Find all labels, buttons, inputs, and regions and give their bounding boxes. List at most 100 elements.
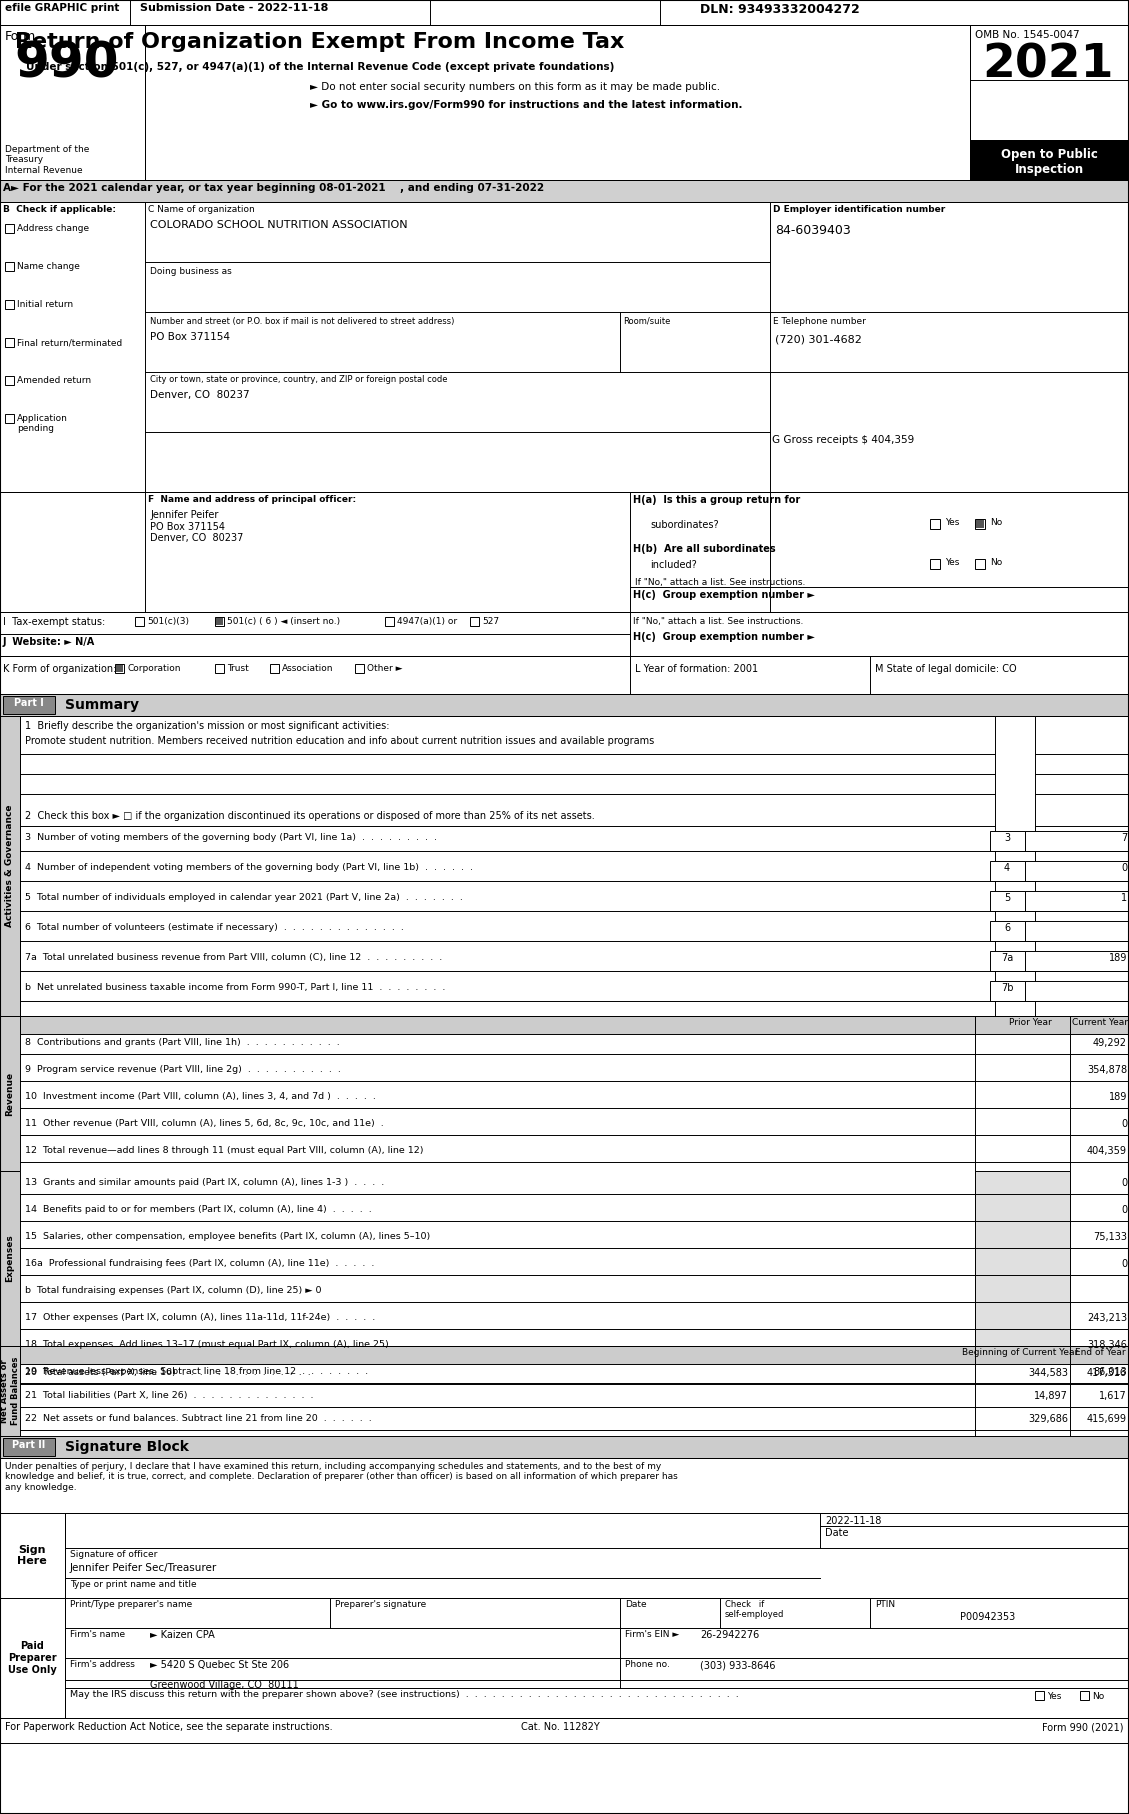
Text: 1: 1 (1121, 892, 1127, 903)
Text: Name change: Name change (17, 261, 80, 270)
Bar (5, 261, 14, 270)
Text: If "No," attach a list. See instructions.: If "No," attach a list. See instructions… (633, 617, 804, 626)
Text: B  Check if applicable:: B Check if applicable: (3, 205, 116, 214)
Text: 0: 0 (1121, 1119, 1127, 1128)
Text: 527: 527 (482, 617, 499, 626)
Text: Room/suite: Room/suite (623, 317, 671, 327)
Bar (990, 891, 1025, 911)
Text: 12  Total revenue—add lines 8 through 11 (must equal Part VIII, column (A), line: 12 Total revenue—add lines 8 through 11 … (25, 1146, 423, 1156)
Text: Phone no.: Phone no. (625, 1660, 669, 1669)
Bar (5, 223, 14, 232)
Text: 318,346: 318,346 (1087, 1341, 1127, 1350)
Text: Prior Year: Prior Year (1008, 1018, 1051, 1027)
Bar (470, 617, 479, 626)
Text: Type or print name and title: Type or print name and title (70, 1580, 196, 1589)
Bar (0, 25, 1129, 180)
Text: For Paperwork Reduction Act Notice, see the separate instructions.: For Paperwork Reduction Act Notice, see … (5, 1721, 333, 1732)
Text: Form: Form (5, 31, 36, 44)
Text: Paid
Preparer
Use Only: Paid Preparer Use Only (8, 1642, 56, 1674)
Text: 11  Other revenue (Part VIII, column (A), lines 5, 6d, 8c, 9c, 10c, and 11e)  .: 11 Other revenue (Part VIII, column (A),… (25, 1119, 384, 1128)
Bar (995, 717, 1035, 1016)
Text: 8  Contributions and grants (Part VIII, line 1h)  .  .  .  .  .  .  .  .  .  .  : 8 Contributions and grants (Part VIII, l… (25, 1038, 340, 1047)
Bar (3, 1439, 55, 1457)
Bar (0, 611, 1129, 657)
Bar (20, 1016, 1129, 1034)
Text: If "No," attach a list. See instructions.: If "No," attach a list. See instructions… (634, 579, 805, 588)
Bar (5, 414, 14, 423)
Text: 15  Salaries, other compensation, employee benefits (Part IX, column (A), lines : 15 Salaries, other compensation, employe… (25, 1232, 430, 1241)
Text: 13  Grants and similar amounts paid (Part IX, column (A), lines 1-3 )  .  .  .  : 13 Grants and similar amounts paid (Part… (25, 1177, 384, 1186)
Text: 0: 0 (1121, 1259, 1127, 1270)
Bar (385, 617, 394, 626)
Text: Submission Date - 2022-11-18: Submission Date - 2022-11-18 (140, 4, 329, 13)
Bar (975, 559, 984, 570)
Text: H(c)  Group exemption number ►: H(c) Group exemption number ► (633, 631, 815, 642)
Text: Preparer's signature: Preparer's signature (335, 1600, 427, 1609)
Bar (0, 1346, 20, 1437)
Text: 189: 189 (1109, 1092, 1127, 1101)
Text: Trust: Trust (227, 664, 248, 673)
Bar (970, 25, 1129, 180)
Bar (20, 717, 1129, 1016)
Text: 329,686: 329,686 (1029, 1413, 1068, 1424)
Bar (216, 617, 224, 624)
Text: Part II: Part II (12, 1440, 45, 1449)
Text: A► For the 2021 calendar year, or tax year beginning 08-01-2021    , and ending : A► For the 2021 calendar year, or tax ye… (3, 183, 544, 192)
Text: I  Tax-exempt status:: I Tax-exempt status: (3, 617, 105, 628)
Text: Yes: Yes (945, 519, 960, 528)
Text: K Form of organization:: K Form of organization: (3, 664, 116, 675)
Text: 86,013: 86,013 (1093, 1368, 1127, 1377)
Text: Promote student nutrition. Members received nutrition education and info about c: Promote student nutrition. Members recei… (25, 736, 654, 746)
Bar (115, 664, 124, 673)
Text: 84-6039403: 84-6039403 (774, 223, 851, 238)
Bar (0, 201, 1129, 492)
Bar (975, 519, 984, 530)
Text: PO Box 371154: PO Box 371154 (150, 332, 230, 343)
Text: Amended return: Amended return (17, 375, 91, 385)
Bar (0, 1513, 1129, 1598)
Text: 1,617: 1,617 (1100, 1391, 1127, 1400)
Text: No: No (990, 559, 1003, 568)
Text: Firm's EIN ►: Firm's EIN ► (625, 1631, 680, 1640)
Bar (0, 0, 1129, 25)
Bar (0, 1458, 1129, 1513)
Bar (270, 664, 279, 673)
Text: 2  Check this box ► □ if the organization discontinued its operations or dispose: 2 Check this box ► □ if the organization… (25, 811, 595, 822)
Text: Under penalties of perjury, I declare that I have examined this return, includin: Under penalties of perjury, I declare th… (5, 1462, 677, 1491)
Bar (930, 559, 940, 570)
Text: COLORADO SCHOOL NUTRITION ASSOCIATION: COLORADO SCHOOL NUTRITION ASSOCIATION (150, 219, 408, 230)
Text: Jennifer Peifer
PO Box 371154
Denver, CO  80237: Jennifer Peifer PO Box 371154 Denver, CO… (150, 510, 244, 542)
Text: (303) 933-8646: (303) 933-8646 (700, 1660, 776, 1671)
Text: 14,897: 14,897 (1034, 1391, 1068, 1400)
Text: PTIN: PTIN (875, 1600, 895, 1609)
Bar (0, 1437, 1129, 1458)
Text: 6  Total number of volunteers (estimate if necessary)  .  .  .  .  .  .  .  .  .: 6 Total number of volunteers (estimate i… (25, 923, 404, 932)
Text: 18  Total expenses. Add lines 13–17 (must equal Part IX, column (A), line 25): 18 Total expenses. Add lines 13–17 (must… (25, 1341, 388, 1350)
Text: ► Do not enter social security numbers on this form as it may be made public.: ► Do not enter social security numbers o… (310, 82, 720, 93)
Text: 501(c)(3): 501(c)(3) (147, 617, 189, 626)
Text: 243,213: 243,213 (1087, 1313, 1127, 1322)
Text: 19  Revenue less expenses. Subtract line 18 from line 12  .  .  .  .  .  .  .  .: 19 Revenue less expenses. Subtract line … (25, 1368, 368, 1377)
Text: ► Go to www.irs.gov/Form990 for instructions and the latest information.: ► Go to www.irs.gov/Form990 for instruct… (310, 100, 743, 111)
Bar (0, 1718, 1129, 1743)
Text: included?: included? (650, 561, 697, 570)
Text: Check   if
self-employed: Check if self-employed (725, 1600, 785, 1620)
Text: 20  Total assets (Part X, line 16)  .  .  .  .  .  .  .  .  .  .  .  .  .  .  .: 20 Total assets (Part X, line 16) . . . … (25, 1368, 310, 1377)
Text: Firm's name: Firm's name (70, 1631, 125, 1640)
Bar (0, 1172, 20, 1346)
Bar (975, 521, 984, 528)
Text: May the IRS discuss this return with the preparer shown above? (see instructions: May the IRS discuss this return with the… (70, 1691, 738, 1700)
Text: Yes: Yes (1047, 1692, 1061, 1702)
Bar (1025, 862, 1129, 882)
Text: 10  Investment income (Part VIII, column (A), lines 3, 4, and 7d )  .  .  .  .  : 10 Investment income (Part VIII, column … (25, 1092, 376, 1101)
Text: Association: Association (282, 664, 333, 673)
Text: Return of Organization Exempt From Income Tax: Return of Organization Exempt From Incom… (16, 33, 624, 53)
Text: Activities & Governance: Activities & Governance (6, 805, 15, 927)
Text: 26-2942276: 26-2942276 (700, 1631, 759, 1640)
Text: 415,699: 415,699 (1087, 1413, 1127, 1424)
Text: 7: 7 (1121, 833, 1127, 844)
Bar (1025, 981, 1129, 1001)
Text: 17  Other expenses (Part IX, column (A), lines 11a-11d, 11f-24e)  .  .  .  .  .: 17 Other expenses (Part IX, column (A), … (25, 1313, 375, 1322)
Text: Application
pending: Application pending (17, 414, 68, 434)
Text: Summary: Summary (65, 698, 139, 713)
